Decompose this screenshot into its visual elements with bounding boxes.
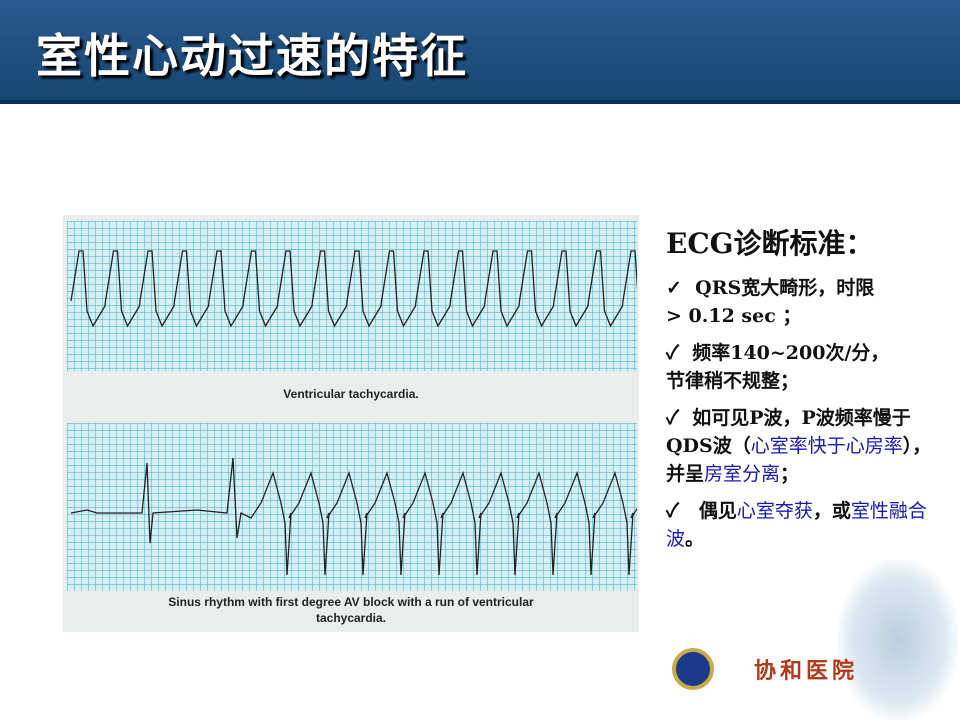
hospital-logo: 协和医院 bbox=[672, 648, 858, 690]
hospital-building-image bbox=[838, 560, 958, 720]
ecg-figure: Ventricular tachycardia. Sinus rhythm wi… bbox=[63, 215, 639, 632]
ecg-trace-sinus-vt bbox=[70, 457, 637, 576]
caption-vt: Ventricular tachycardia. bbox=[283, 387, 419, 401]
check-icon: ✓ bbox=[666, 277, 682, 299]
item-text: 慢于QDS波（ bbox=[666, 407, 911, 457]
slide-title: 室性心动过速的特征 bbox=[36, 29, 468, 83]
highlight-text: 房室分离 bbox=[704, 463, 781, 485]
logo-text: 协和医院 bbox=[754, 658, 859, 684]
ecg-strip-sinus-vt bbox=[67, 423, 637, 591]
item-text: ； bbox=[780, 463, 800, 485]
item-text: 频率140~200次/分， bbox=[692, 342, 890, 364]
item-text: 如可见P波，P波频率 bbox=[692, 407, 873, 429]
criteria-heading: ECG诊断标准： bbox=[666, 227, 874, 260]
check-icon: ✓ bbox=[666, 342, 679, 364]
item-text: QRS宽大畸形，时限 bbox=[695, 277, 875, 299]
item-text: > 0.12 sec ； bbox=[666, 305, 802, 327]
item-text: 偶见 bbox=[698, 500, 737, 522]
criteria-item: ✓ QRS宽大畸形，时限 > 0.12 sec ； bbox=[666, 274, 936, 330]
caption-sinus-vt-1: Sinus rhythm with first degree AV block … bbox=[168, 595, 534, 609]
highlight-text: 心室夺获 bbox=[736, 500, 813, 522]
item-text: ，或 bbox=[812, 500, 851, 522]
seal-icon bbox=[672, 648, 714, 690]
check-icon: ✓ bbox=[666, 500, 679, 522]
criteria-panel: ECG诊断标准： ✓ QRS宽大畸形，时限 > 0.12 sec ； ✓ 频率14… bbox=[666, 222, 936, 562]
ecg-waveform bbox=[70, 457, 637, 576]
ecg-strip-vt bbox=[67, 221, 637, 371]
criteria-item: ✓ 如可见P波，P波频率慢于QDS波（心室率快于心房率），并呈房室分离； bbox=[666, 404, 936, 488]
ecg-trace-vt bbox=[70, 250, 637, 328]
caption-sinus-vt-2: tachycardia. bbox=[315, 611, 387, 625]
criteria-item: ✓ 偶见心室夺获，或室性融合波。 bbox=[666, 497, 936, 553]
item-text: 。 bbox=[685, 528, 705, 550]
item-text: 节律稍不规整； bbox=[666, 370, 800, 392]
check-icon: ✓ bbox=[666, 407, 679, 429]
title-bar: 室性心动过速的特征 bbox=[0, 0, 960, 104]
highlight-text: 室性融合波 bbox=[666, 500, 927, 550]
item-text: ），并呈 bbox=[666, 435, 932, 485]
highlight-text: 心室率快于心房率 bbox=[750, 435, 903, 457]
ecg-waveform bbox=[70, 250, 637, 328]
criteria-item: ✓ 频率140~200次/分， 节律稍不规整； bbox=[666, 339, 936, 395]
